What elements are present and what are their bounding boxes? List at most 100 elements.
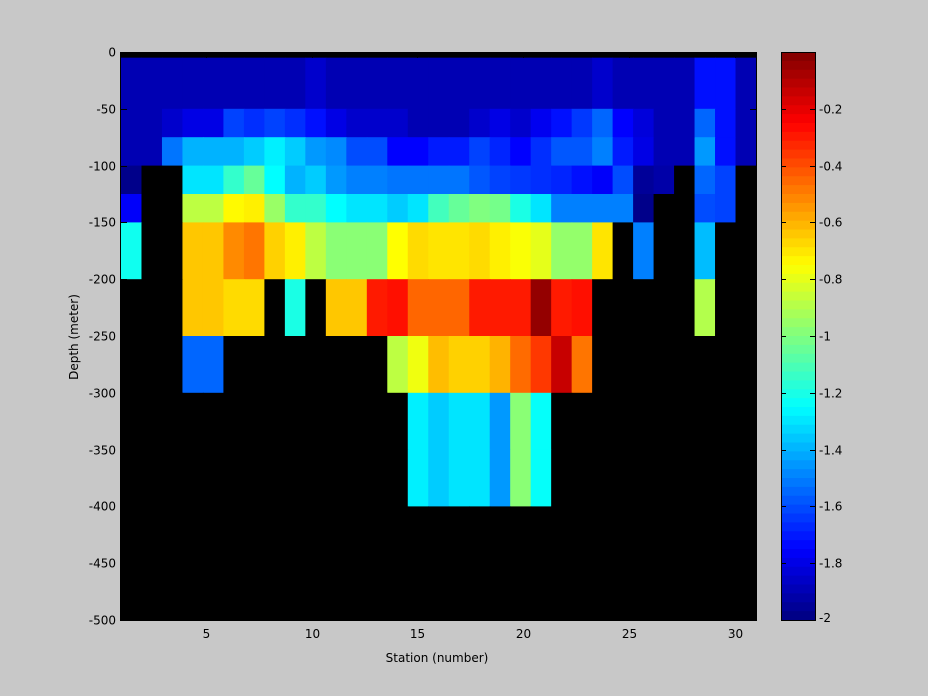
heatmap-cell (202, 506, 225, 621)
heatmap-cell (202, 194, 225, 223)
heatmap-cell (202, 137, 225, 167)
heatmap-cell (305, 222, 327, 280)
heatmap-cell (325, 52, 347, 59)
heatmap-cell (121, 222, 143, 280)
heatmap-cell (141, 506, 163, 621)
heatmap-cell (407, 57, 429, 110)
heatmap-cell (489, 336, 511, 394)
heatmap-cell (510, 57, 532, 110)
heatmap-cell (653, 194, 675, 223)
heatmap-cell (325, 336, 347, 394)
heatmap-cell (612, 137, 634, 167)
colorbar-tick-label: -1.2 (819, 387, 842, 401)
heatmap-cell (592, 279, 614, 337)
heatmap-cell (325, 57, 347, 110)
colorbar-tick-label: -1.4 (819, 444, 842, 458)
heatmap-cell (510, 336, 532, 394)
heatmap-cell (387, 336, 409, 394)
colorbar-swatch (781, 424, 815, 435)
y-tick-label: -100 (89, 160, 116, 174)
colorbar-swatch (781, 593, 815, 603)
heatmap-cell (366, 506, 388, 621)
heatmap-cell (305, 392, 327, 451)
heatmap-cell (202, 222, 225, 280)
colorbar-swatch (781, 504, 815, 515)
colorbar-swatch (781, 202, 815, 213)
heatmap-cell (653, 108, 675, 138)
heatmap-cell (346, 57, 368, 110)
heatmap-cell (735, 392, 757, 451)
heatmap-cell (407, 222, 429, 280)
heatmap-cell (551, 165, 573, 195)
heatmap-cell (428, 194, 450, 223)
heatmap-cell (346, 506, 368, 621)
heatmap-cell (571, 165, 593, 195)
heatmap-cell (530, 137, 552, 167)
heatmap-cell (530, 279, 552, 337)
heatmap-cell (653, 279, 675, 337)
heatmap-cell (510, 194, 532, 223)
heatmap-cell (121, 108, 143, 138)
heatmap-cell (469, 279, 491, 337)
heatmap-cell (715, 57, 737, 110)
heatmap-cell (489, 222, 511, 280)
heatmap-cell (694, 137, 716, 167)
heatmap-cell (653, 137, 675, 167)
colorbar-swatch (781, 318, 815, 328)
heatmap-cell (735, 137, 757, 167)
colorbar-swatch (781, 344, 815, 355)
heatmap-cell (715, 279, 737, 337)
colorbar-swatch (781, 78, 815, 89)
heatmap-cell (141, 336, 163, 394)
heatmap-cell (530, 194, 552, 223)
heatmap-cell (141, 57, 163, 110)
heatmap-cell (346, 449, 368, 507)
colorbar-swatch (781, 495, 815, 506)
heatmap-cell (387, 57, 409, 110)
x-tick-label: 5 (203, 627, 211, 641)
heatmap-cell (674, 57, 696, 110)
y-tick-label: -50 (96, 103, 116, 117)
heatmap-cell (571, 194, 593, 223)
heatmap-cell (264, 194, 286, 223)
heatmap-cell (489, 279, 511, 337)
heatmap-cell (694, 392, 716, 451)
heatmap-cell (141, 279, 163, 337)
heatmap-cell (674, 137, 696, 167)
heatmap-cell (223, 52, 245, 59)
heatmap-cell (346, 52, 368, 59)
heatmap-cell (284, 279, 306, 337)
heatmap-cell (161, 108, 184, 138)
colorbar-swatch (781, 478, 815, 488)
heatmap-cell (284, 137, 306, 167)
heatmap-cell (592, 108, 614, 138)
heatmap-cell (633, 449, 655, 507)
heatmap-cell (653, 165, 675, 195)
heatmap-cell (182, 52, 204, 59)
heatmap-cell (223, 57, 245, 110)
heatmap-cell (141, 108, 163, 138)
heatmap-cell (305, 336, 327, 394)
heatmap-cell (735, 108, 757, 138)
heatmap-cell (674, 108, 696, 138)
heatmap-cell (223, 108, 245, 138)
heatmap-cell (633, 137, 655, 167)
heatmap-cell (510, 137, 532, 167)
heatmap-cell (469, 506, 491, 621)
x-tick-label: 20 (516, 627, 531, 641)
colorbar-swatch (781, 362, 815, 373)
heatmap-cell (571, 336, 593, 394)
heatmap-cell (428, 449, 450, 507)
heatmap-cell (161, 279, 184, 337)
heatmap-cell (489, 108, 511, 138)
heatmap-cell (612, 336, 634, 394)
heatmap-cell (428, 165, 450, 195)
heatmap-cell (243, 52, 265, 59)
heatmap-cell (141, 222, 163, 280)
heatmap-cell (161, 506, 184, 621)
heatmap-cell (428, 137, 450, 167)
heatmap-cell (243, 336, 265, 394)
colorbar-swatch (781, 469, 815, 479)
heatmap-cell (592, 506, 614, 621)
colorbar-swatch (781, 531, 815, 541)
